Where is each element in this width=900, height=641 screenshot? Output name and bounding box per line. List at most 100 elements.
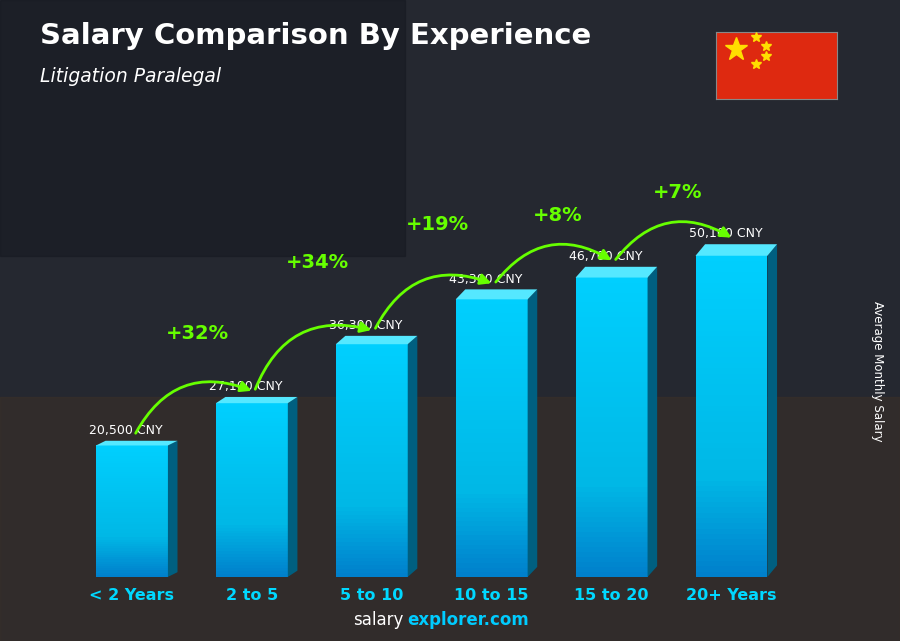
Bar	[336, 565, 408, 569]
Bar	[696, 373, 768, 379]
Bar	[696, 453, 768, 459]
Text: Litigation Paralegal: Litigation Paralegal	[40, 67, 221, 87]
Bar	[696, 490, 768, 497]
Bar	[216, 463, 288, 467]
Bar	[96, 472, 168, 474]
Bar	[576, 467, 647, 472]
Bar	[696, 426, 768, 433]
Bar	[455, 512, 527, 517]
Bar	[336, 417, 408, 422]
Bar	[216, 501, 288, 504]
Bar	[336, 425, 408, 429]
Bar	[455, 382, 527, 387]
Bar	[696, 282, 768, 288]
Text: +32%: +32%	[166, 324, 230, 343]
Bar	[455, 433, 527, 438]
Bar	[455, 317, 527, 322]
Bar	[576, 542, 647, 547]
Bar	[455, 350, 527, 355]
Bar	[576, 327, 647, 333]
Bar	[96, 566, 168, 568]
Bar	[455, 345, 527, 350]
Bar	[216, 556, 288, 560]
Polygon shape	[768, 244, 777, 577]
Bar	[576, 531, 647, 537]
Bar	[336, 429, 408, 433]
Bar	[96, 502, 168, 504]
Bar	[96, 540, 168, 542]
Polygon shape	[527, 289, 537, 577]
Bar	[96, 500, 168, 503]
Bar	[455, 303, 527, 308]
Bar	[455, 322, 527, 327]
Bar	[576, 402, 647, 407]
Bar	[576, 431, 647, 437]
Bar	[96, 454, 168, 456]
Bar	[216, 449, 288, 453]
Bar	[696, 357, 768, 363]
Bar	[336, 445, 408, 449]
Bar	[336, 538, 408, 542]
Bar	[455, 405, 527, 410]
Bar	[216, 495, 288, 499]
Bar	[455, 373, 527, 378]
Bar	[96, 487, 168, 489]
Bar	[696, 415, 768, 422]
Bar	[576, 352, 647, 358]
Text: 20,500 CNY: 20,500 CNY	[89, 424, 163, 437]
Bar	[96, 563, 168, 566]
Bar	[455, 567, 527, 572]
Bar	[216, 539, 288, 542]
Bar	[455, 488, 527, 494]
Bar	[336, 514, 408, 519]
Bar	[336, 421, 408, 426]
Bar	[696, 378, 768, 384]
Bar	[576, 566, 647, 572]
Bar	[696, 399, 768, 406]
Bar	[455, 535, 527, 540]
Bar	[576, 556, 647, 562]
Bar	[96, 478, 168, 481]
Bar	[576, 367, 647, 372]
Bar	[576, 377, 647, 382]
Bar	[455, 503, 527, 508]
Bar	[696, 571, 768, 577]
Bar	[96, 491, 168, 494]
Bar	[216, 423, 288, 426]
Bar	[96, 463, 168, 465]
Bar	[455, 368, 527, 373]
Bar	[216, 432, 288, 435]
Bar	[696, 421, 768, 427]
Bar	[576, 501, 647, 507]
Bar	[96, 465, 168, 467]
Bar	[336, 545, 408, 550]
Bar	[696, 506, 768, 513]
Bar	[455, 442, 527, 447]
Bar	[216, 452, 288, 455]
Bar	[216, 408, 288, 412]
Bar	[216, 406, 288, 409]
Bar	[96, 551, 168, 553]
Bar	[455, 456, 527, 462]
Bar	[216, 440, 288, 444]
Bar	[96, 506, 168, 509]
Bar	[336, 383, 408, 387]
Bar	[336, 351, 408, 356]
Bar	[576, 357, 647, 362]
Polygon shape	[696, 244, 777, 256]
Bar	[96, 498, 168, 500]
Bar	[216, 570, 288, 574]
Bar	[336, 561, 408, 565]
Text: +34%: +34%	[286, 253, 349, 272]
Bar	[216, 487, 288, 490]
Bar	[576, 337, 647, 342]
Bar	[576, 492, 647, 497]
Bar	[336, 460, 408, 465]
Bar	[455, 470, 527, 475]
Bar	[96, 449, 168, 452]
Bar	[455, 484, 527, 489]
Bar	[96, 548, 168, 551]
Bar	[696, 351, 768, 358]
Bar	[576, 487, 647, 492]
Bar	[455, 549, 527, 554]
